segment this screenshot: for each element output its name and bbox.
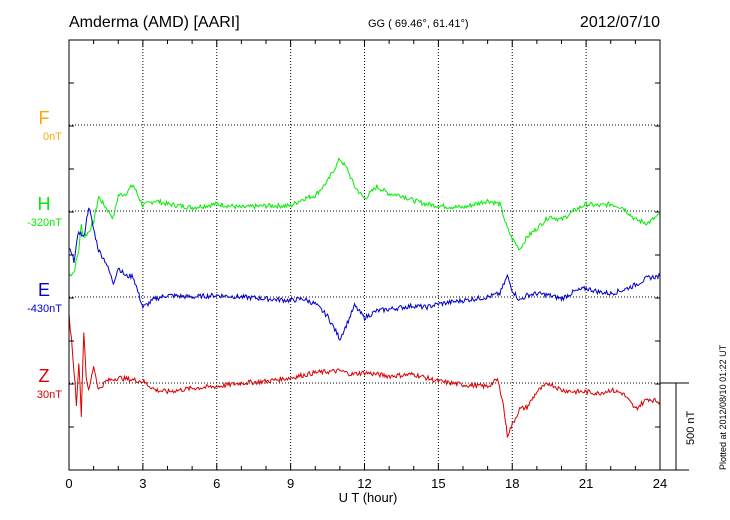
component-baseline-e: -430nT: [27, 303, 62, 315]
date-label: 2012/07/10: [580, 14, 660, 31]
component-labels: F 0nT H -320nT E -430nT Z 30nT: [27, 108, 62, 401]
x-tick-labels: 0 3 6 9 12 15 18 21 24: [65, 476, 667, 491]
x-tick-label: 21: [579, 476, 593, 491]
x-tick-label: 3: [139, 476, 146, 491]
series-group: [68, 157, 661, 439]
scale-bar: 500 nT: [660, 382, 697, 471]
x-axis-title: U T (hour): [339, 490, 398, 505]
x-tick-label: 15: [431, 476, 445, 491]
station-title: Amderma (AMD) [AARI]: [69, 14, 240, 31]
component-letter-h: H: [38, 194, 51, 214]
component-baseline-h: -320nT: [27, 217, 62, 229]
coordinates-label: GG ( 69.46°, 61.41°): [368, 18, 469, 30]
x-tick-label: 0: [65, 476, 72, 491]
component-letter-e: E: [38, 280, 50, 300]
axis-ticks: [68, 39, 661, 471]
component-baseline-z: 30nT: [37, 389, 62, 401]
series-line-e: [68, 207, 661, 341]
x-tick-label: 12: [357, 476, 371, 491]
x-tick-label: 6: [213, 476, 220, 491]
grid: [69, 40, 660, 470]
component-baseline-f: 0nT: [43, 131, 62, 143]
scale-bar-label: 500 nT: [685, 410, 697, 445]
component-letter-z: Z: [39, 366, 50, 386]
x-tick-label: 24: [653, 476, 667, 491]
plot-frame: [68, 39, 661, 471]
x-tick-label: 18: [505, 476, 519, 491]
plotted-timestamp: Plotted at 2012/08/10 01:22 UT: [718, 344, 728, 470]
component-letter-f: F: [39, 108, 50, 128]
series-line-h: [68, 157, 661, 277]
x-tick-label: 9: [287, 476, 294, 491]
series-line-z: [68, 313, 661, 439]
